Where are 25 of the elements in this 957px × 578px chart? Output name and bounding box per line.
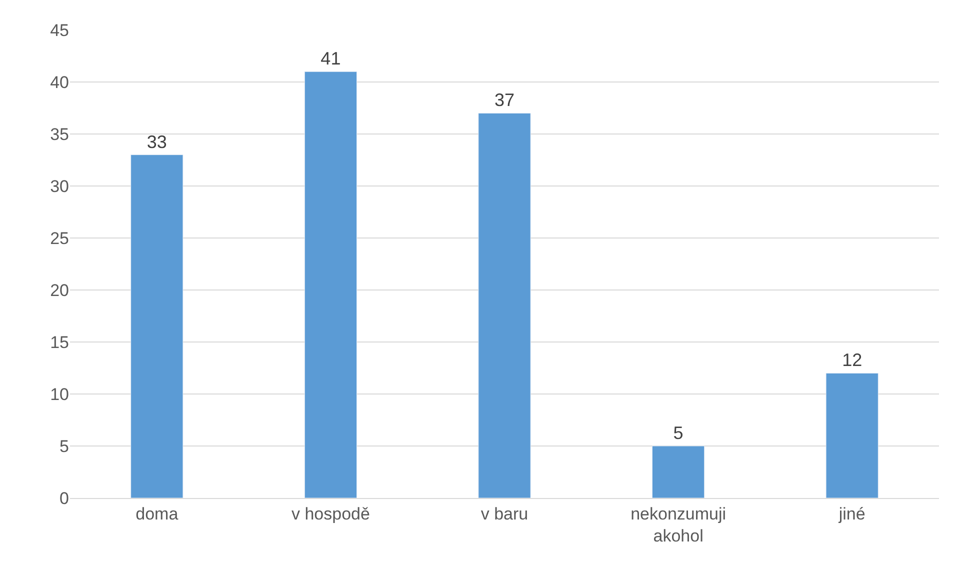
data-label: 33: [146, 132, 167, 152]
data-label: 37: [494, 90, 515, 110]
y-tick-label: 15: [50, 332, 69, 352]
x-tick-label: doma: [136, 504, 179, 524]
data-label: 5: [673, 423, 684, 443]
x-tick-label: jiné: [838, 504, 866, 524]
y-tick-label: 30: [50, 176, 69, 196]
bar: [826, 372, 878, 498]
y-tick-label: 5: [60, 436, 69, 456]
y-tick-label: 40: [50, 72, 69, 92]
y-tick-label: 0: [60, 488, 69, 508]
data-label: 41: [320, 48, 341, 69]
x-tick-label: v hospodě: [291, 504, 370, 524]
bar: [130, 154, 184, 498]
bar: [304, 71, 358, 498]
bar: [652, 446, 705, 498]
x-tick-label: nekonzumuji akohol: [630, 504, 726, 546]
x-tick-label: v baru: [480, 504, 528, 524]
bar: [478, 112, 531, 498]
y-tick-label: 10: [50, 384, 69, 404]
data-label: 12: [842, 350, 862, 370]
y-tick-label: 25: [50, 228, 69, 248]
y-tick-label: 35: [50, 124, 69, 144]
y-tick-label: 20: [50, 280, 69, 300]
y-tick-label: 45: [50, 20, 69, 40]
